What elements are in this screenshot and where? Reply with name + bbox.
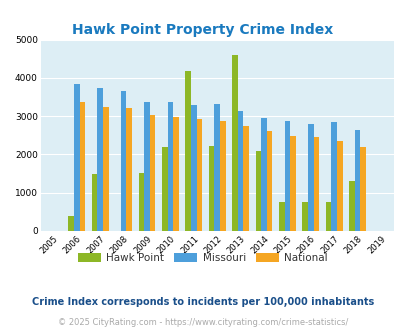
Bar: [336, 141, 342, 231]
Bar: [214, 104, 220, 231]
Bar: [266, 131, 272, 231]
Bar: [97, 88, 103, 231]
Bar: [149, 115, 155, 231]
Bar: [348, 181, 354, 231]
Bar: [354, 130, 360, 231]
Text: © 2025 CityRating.com - https://www.cityrating.com/crime-statistics/: © 2025 CityRating.com - https://www.city…: [58, 318, 347, 327]
Bar: [232, 55, 237, 231]
Bar: [92, 174, 97, 231]
Text: Crime Index corresponds to incidents per 100,000 inhabitants: Crime Index corresponds to incidents per…: [32, 297, 373, 307]
Bar: [278, 202, 284, 231]
Bar: [208, 146, 214, 231]
Bar: [167, 102, 173, 231]
Bar: [103, 107, 109, 231]
Bar: [185, 71, 190, 231]
Bar: [330, 122, 336, 231]
Bar: [68, 216, 74, 231]
Bar: [243, 126, 248, 231]
Bar: [255, 151, 260, 231]
Bar: [144, 102, 149, 231]
Bar: [313, 137, 318, 231]
Bar: [173, 117, 179, 231]
Bar: [74, 84, 79, 231]
Bar: [302, 202, 307, 231]
Bar: [237, 111, 243, 231]
Text: Hawk Point Property Crime Index: Hawk Point Property Crime Index: [72, 23, 333, 37]
Bar: [126, 108, 132, 231]
Bar: [325, 202, 330, 231]
Bar: [260, 118, 266, 231]
Bar: [307, 124, 313, 231]
Bar: [162, 147, 167, 231]
Bar: [284, 121, 290, 231]
Bar: [360, 147, 365, 231]
Bar: [190, 105, 196, 231]
Bar: [79, 102, 85, 231]
Bar: [138, 173, 144, 231]
Bar: [196, 119, 202, 231]
Bar: [121, 91, 126, 231]
Legend: Hawk Point, Missouri, National: Hawk Point, Missouri, National: [74, 248, 331, 267]
Bar: [220, 121, 225, 231]
Bar: [290, 136, 295, 231]
